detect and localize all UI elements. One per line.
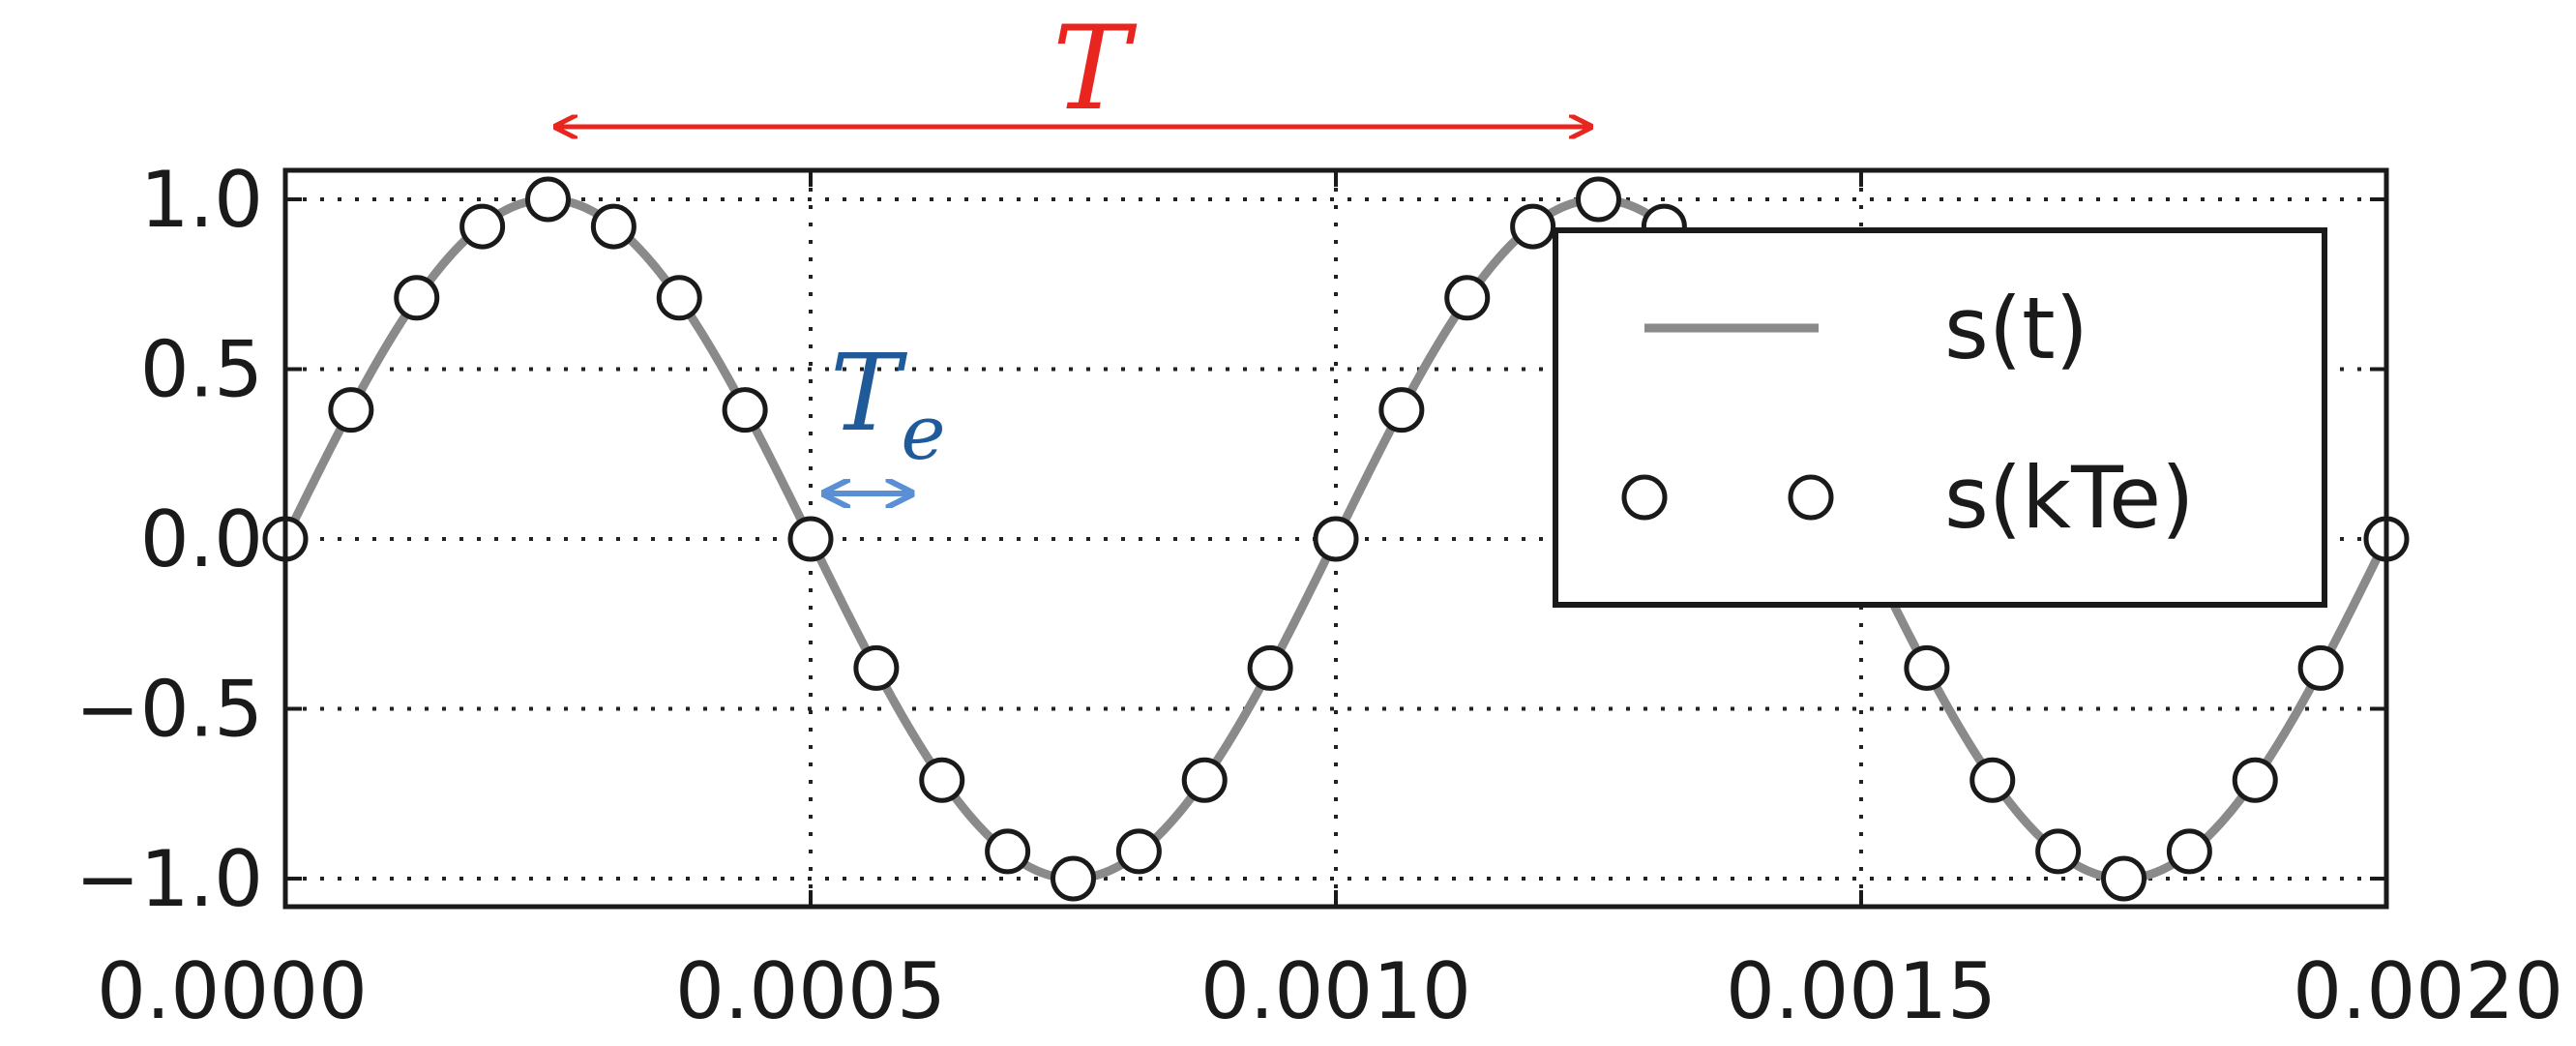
sample-point [722,387,768,433]
sample-point [2166,828,2212,875]
sample-point [787,516,834,562]
sample-point [459,203,506,250]
y-tick-label: 0.0 [140,494,263,584]
legend-box [1553,227,2327,608]
sample-point [2232,757,2278,803]
sample-point [1115,828,1162,875]
sample-point [590,203,637,250]
plot-frame [282,167,2389,910]
sample-point [2035,828,2082,875]
sample-point [656,275,702,321]
y-tick-label: 0.5 [140,325,263,415]
x-tick-label: 0.0015 [1726,946,1997,1036]
x-tick-label: 0.0000 [97,946,368,1036]
legend: s(t) s(kTe) [1553,227,2327,608]
sample-point [1969,757,2016,803]
x-tick-label: 0.0010 [1200,946,1471,1036]
y-tick-label: −1.0 [75,834,263,924]
sample-point [1181,757,1228,803]
legend-marker-swatch [1621,474,1668,521]
legend-label-s-kte: s(kTe) [1944,448,2194,548]
sample-point [1904,644,1950,691]
sampling-period-label: Te [830,331,946,477]
sample-point [919,757,965,803]
y-tick-label: 1.0 [140,155,263,245]
y-tick-labels: 1.0 0.5 0.0 −0.5 −1.0 [75,155,263,924]
sample-point [1051,855,1096,902]
sample-point [853,644,900,691]
sample-point [2101,855,2147,902]
period-annotation: T [556,2,1591,136]
sampling-period-annotation: Te [824,331,946,493]
legend-label-s-t: s(t) [1944,279,2088,378]
sample-point [394,275,440,321]
x-tick-label: 0.0020 [2293,946,2563,1036]
period-label: T [1052,2,1138,136]
sample-point [1444,275,1491,321]
sample-point [525,176,571,223]
sample-point [2297,644,2344,691]
sample-point [328,387,374,433]
y-tick-label: −0.5 [75,665,263,755]
sample-point [1576,176,1621,223]
legend-marker-swatch [1788,474,1834,521]
x-tick-labels: 0.0000 0.0005 0.0010 0.0015 0.0020 [97,946,2563,1036]
sample-point [1378,387,1425,433]
sample-point [1247,644,1293,691]
sample-point [1510,203,1556,250]
x-tick-label: 0.0005 [675,946,946,1036]
sample-point [1313,516,1359,562]
sample-point [985,828,1031,875]
